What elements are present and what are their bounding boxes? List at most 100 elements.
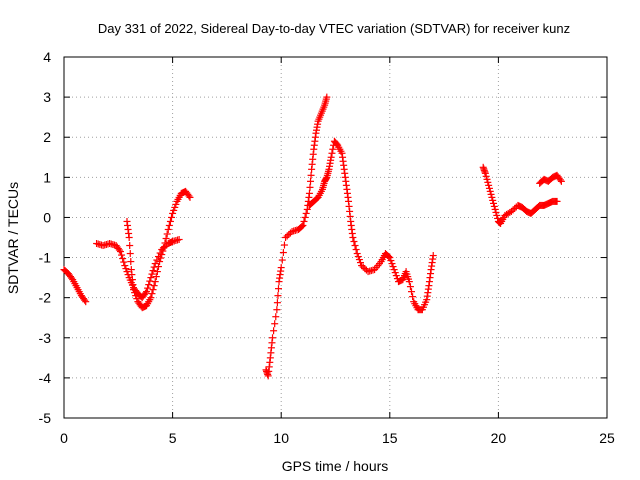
y-tick-label: 1 bbox=[43, 169, 51, 185]
y-tick-label: 0 bbox=[43, 209, 51, 225]
data-point bbox=[126, 250, 134, 258]
data-point bbox=[356, 259, 364, 267]
data-point bbox=[493, 211, 501, 219]
data-point bbox=[115, 246, 123, 254]
data-point bbox=[149, 286, 157, 294]
data-point bbox=[361, 265, 369, 273]
data-point bbox=[149, 267, 157, 275]
data-point bbox=[147, 294, 155, 302]
y-tick-label: -1 bbox=[39, 250, 52, 266]
data-point bbox=[387, 257, 395, 265]
data-point bbox=[354, 253, 362, 261]
data-point bbox=[121, 262, 129, 270]
data-point bbox=[406, 283, 414, 291]
y-tick-label: 4 bbox=[43, 49, 51, 65]
data-point bbox=[82, 298, 90, 306]
data-point bbox=[169, 209, 177, 217]
data-points bbox=[60, 93, 565, 380]
data-point bbox=[389, 263, 397, 271]
y-tick-label: 2 bbox=[43, 129, 51, 145]
data-point bbox=[359, 263, 367, 271]
data-point bbox=[160, 244, 168, 252]
data-point bbox=[148, 290, 156, 298]
data-point bbox=[481, 169, 489, 177]
data-point bbox=[511, 204, 519, 212]
y-tick-label: -3 bbox=[39, 330, 52, 346]
data-point bbox=[300, 217, 308, 225]
data-point bbox=[279, 249, 287, 257]
data-point bbox=[485, 184, 493, 192]
data-point bbox=[329, 145, 337, 153]
data-point bbox=[157, 254, 165, 262]
x-tick-label: 25 bbox=[599, 430, 615, 446]
data-point bbox=[165, 221, 173, 229]
grid-lines bbox=[64, 57, 607, 418]
data-point bbox=[271, 320, 279, 328]
data-point bbox=[388, 260, 396, 268]
x-axis-label: GPS time / hours bbox=[282, 458, 389, 474]
data-point bbox=[327, 153, 335, 161]
data-point bbox=[68, 274, 76, 282]
data-point bbox=[159, 247, 167, 255]
data-point bbox=[429, 252, 437, 260]
data-point bbox=[352, 246, 360, 254]
data-point bbox=[509, 206, 517, 214]
data-point bbox=[166, 217, 174, 225]
data-point bbox=[490, 202, 498, 210]
data-point bbox=[358, 262, 366, 270]
data-point bbox=[153, 268, 161, 276]
data-point bbox=[141, 289, 149, 297]
data-point bbox=[485, 181, 493, 189]
data-point bbox=[307, 171, 315, 179]
data-point bbox=[349, 234, 357, 241]
data-point bbox=[185, 192, 193, 200]
data-point bbox=[409, 293, 417, 301]
data-point bbox=[130, 286, 138, 294]
data-point bbox=[162, 235, 170, 243]
data-point bbox=[133, 295, 141, 303]
data-point bbox=[168, 213, 176, 221]
data-point bbox=[81, 296, 89, 304]
data-point bbox=[392, 272, 400, 280]
data-point bbox=[282, 234, 290, 241]
data-point bbox=[126, 242, 134, 250]
axis-ticks: 0 5 10 15 20 25 -5 -4 -3 -2 -1 0 1 2 3 4 bbox=[39, 49, 615, 446]
data-point bbox=[125, 234, 133, 241]
data-point bbox=[278, 256, 286, 264]
data-point bbox=[148, 270, 156, 278]
data-point bbox=[355, 256, 363, 264]
data-point bbox=[164, 225, 172, 233]
data-point bbox=[328, 149, 336, 157]
data-point bbox=[298, 222, 306, 230]
data-point bbox=[158, 251, 166, 259]
data-point bbox=[274, 285, 282, 293]
data-point bbox=[144, 284, 152, 292]
data-point bbox=[119, 255, 127, 263]
x-tick-label: 5 bbox=[169, 430, 177, 446]
data-point bbox=[120, 258, 128, 266]
data-point bbox=[151, 260, 159, 268]
data-point bbox=[408, 288, 416, 296]
data-point bbox=[131, 289, 139, 297]
y-axis-label: SDTVAR / TECUs bbox=[5, 182, 21, 294]
data-point bbox=[273, 306, 281, 314]
x-tick-label: 20 bbox=[491, 430, 507, 446]
data-point bbox=[283, 232, 291, 240]
data-point bbox=[486, 187, 494, 195]
data-point bbox=[163, 230, 171, 238]
data-point bbox=[490, 199, 498, 207]
data-point bbox=[557, 177, 565, 185]
data-point bbox=[151, 278, 159, 286]
data-point bbox=[273, 299, 281, 307]
data-point bbox=[487, 190, 495, 198]
data-point bbox=[172, 200, 180, 208]
plot-frame bbox=[63, 56, 608, 419]
data-point bbox=[306, 183, 314, 191]
data-point bbox=[143, 288, 151, 296]
data-point bbox=[385, 253, 393, 261]
x-tick-label: 15 bbox=[382, 430, 398, 446]
data-point bbox=[391, 269, 399, 277]
data-point bbox=[156, 258, 164, 266]
x-tick-label: 0 bbox=[60, 430, 68, 446]
data-point bbox=[132, 292, 140, 300]
